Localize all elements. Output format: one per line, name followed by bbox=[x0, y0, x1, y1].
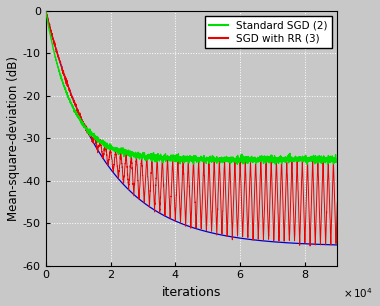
Y-axis label: Mean-square-deviation (dB): Mean-square-deviation (dB) bbox=[7, 56, 20, 221]
Legend: Standard SGD (2), SGD with RR (3): Standard SGD (2), SGD with RR (3) bbox=[205, 16, 332, 48]
X-axis label: iterations: iterations bbox=[162, 286, 221, 299]
Text: $\times\,10^4$: $\times\,10^4$ bbox=[343, 286, 373, 300]
